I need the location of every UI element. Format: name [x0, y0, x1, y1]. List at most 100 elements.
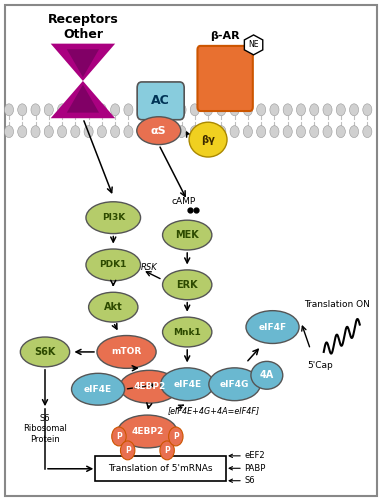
FancyBboxPatch shape	[5, 5, 377, 496]
Circle shape	[190, 104, 199, 116]
Ellipse shape	[161, 368, 214, 400]
Circle shape	[204, 126, 213, 138]
Text: PABP: PABP	[244, 464, 265, 473]
Circle shape	[5, 104, 13, 116]
Text: S6: S6	[244, 476, 255, 485]
Text: eEF2: eEF2	[244, 452, 265, 460]
Circle shape	[336, 126, 345, 138]
Circle shape	[164, 104, 173, 116]
Text: S6K: S6K	[34, 347, 56, 357]
Circle shape	[31, 104, 40, 116]
Circle shape	[230, 126, 239, 138]
Circle shape	[120, 441, 135, 460]
Ellipse shape	[137, 116, 181, 144]
Ellipse shape	[120, 370, 179, 403]
Circle shape	[18, 126, 27, 138]
Ellipse shape	[86, 249, 141, 281]
Text: eIF4E: eIF4E	[173, 380, 201, 389]
Circle shape	[124, 126, 133, 138]
Circle shape	[97, 126, 107, 138]
Circle shape	[296, 126, 306, 138]
Text: Translation of 5'mRNAs: Translation of 5'mRNAs	[108, 464, 213, 473]
Ellipse shape	[163, 220, 212, 250]
Circle shape	[350, 126, 359, 138]
Circle shape	[5, 126, 13, 138]
Circle shape	[230, 104, 239, 116]
Text: P: P	[164, 446, 170, 455]
Text: Other: Other	[63, 28, 103, 41]
Circle shape	[217, 126, 226, 138]
Text: 4EBP2: 4EBP2	[131, 427, 163, 436]
Ellipse shape	[209, 368, 261, 400]
Circle shape	[323, 126, 332, 138]
Circle shape	[177, 104, 186, 116]
Ellipse shape	[71, 374, 125, 405]
Text: AC: AC	[151, 94, 170, 108]
Ellipse shape	[163, 270, 212, 300]
Ellipse shape	[251, 362, 283, 389]
Text: Mnk1: Mnk1	[173, 328, 201, 336]
Text: eIF4F: eIF4F	[259, 322, 286, 332]
Ellipse shape	[189, 122, 227, 157]
Circle shape	[204, 104, 213, 116]
Circle shape	[44, 126, 53, 138]
Circle shape	[363, 104, 372, 116]
Circle shape	[97, 104, 107, 116]
Text: Receptors: Receptors	[47, 13, 118, 26]
Text: P: P	[125, 446, 131, 455]
Text: RSK: RSK	[141, 263, 158, 272]
Circle shape	[296, 104, 306, 116]
Circle shape	[71, 104, 80, 116]
Text: 4EBP2: 4EBP2	[133, 382, 165, 391]
Circle shape	[164, 126, 173, 138]
Circle shape	[336, 104, 345, 116]
Circle shape	[124, 104, 133, 116]
Circle shape	[350, 104, 359, 116]
Circle shape	[243, 126, 253, 138]
Text: NE: NE	[248, 40, 259, 50]
Text: cAMP: cAMP	[171, 196, 196, 205]
Circle shape	[71, 126, 80, 138]
Text: MEK: MEK	[175, 230, 199, 240]
Text: S6
Ribosomal
Protein: S6 Ribosomal Protein	[23, 414, 67, 444]
Circle shape	[84, 126, 93, 138]
Ellipse shape	[86, 202, 141, 234]
Circle shape	[363, 126, 372, 138]
Circle shape	[151, 104, 160, 116]
Circle shape	[190, 126, 199, 138]
Text: mTOR: mTOR	[112, 348, 142, 356]
Circle shape	[112, 427, 126, 446]
Circle shape	[151, 126, 160, 138]
Circle shape	[111, 104, 120, 116]
Polygon shape	[51, 81, 115, 118]
Text: [eIF4E+4G+4A=eIF4F]: [eIF4E+4G+4A=eIF4F]	[168, 406, 260, 416]
Ellipse shape	[163, 317, 212, 347]
Text: PI3K: PI3K	[102, 213, 125, 222]
Ellipse shape	[97, 336, 156, 368]
Circle shape	[84, 104, 93, 116]
Circle shape	[177, 126, 186, 138]
Text: Akt: Akt	[104, 302, 123, 312]
Circle shape	[111, 126, 120, 138]
Text: eIF4G: eIF4G	[220, 380, 249, 389]
Circle shape	[168, 427, 183, 446]
Text: 5'Cap: 5'Cap	[307, 361, 333, 370]
Circle shape	[270, 126, 279, 138]
Circle shape	[310, 126, 319, 138]
Circle shape	[160, 441, 174, 460]
Circle shape	[58, 104, 66, 116]
Circle shape	[243, 104, 253, 116]
Text: eIF4E: eIF4E	[84, 384, 112, 394]
Circle shape	[137, 104, 146, 116]
Text: Translation ON: Translation ON	[304, 300, 370, 309]
Ellipse shape	[246, 310, 299, 344]
FancyBboxPatch shape	[137, 82, 184, 120]
FancyBboxPatch shape	[197, 46, 253, 111]
Polygon shape	[67, 49, 99, 77]
Ellipse shape	[118, 415, 177, 448]
Circle shape	[283, 104, 292, 116]
FancyBboxPatch shape	[95, 456, 226, 481]
Text: β-AR: β-AR	[210, 31, 240, 41]
Circle shape	[18, 104, 27, 116]
Ellipse shape	[20, 337, 70, 367]
